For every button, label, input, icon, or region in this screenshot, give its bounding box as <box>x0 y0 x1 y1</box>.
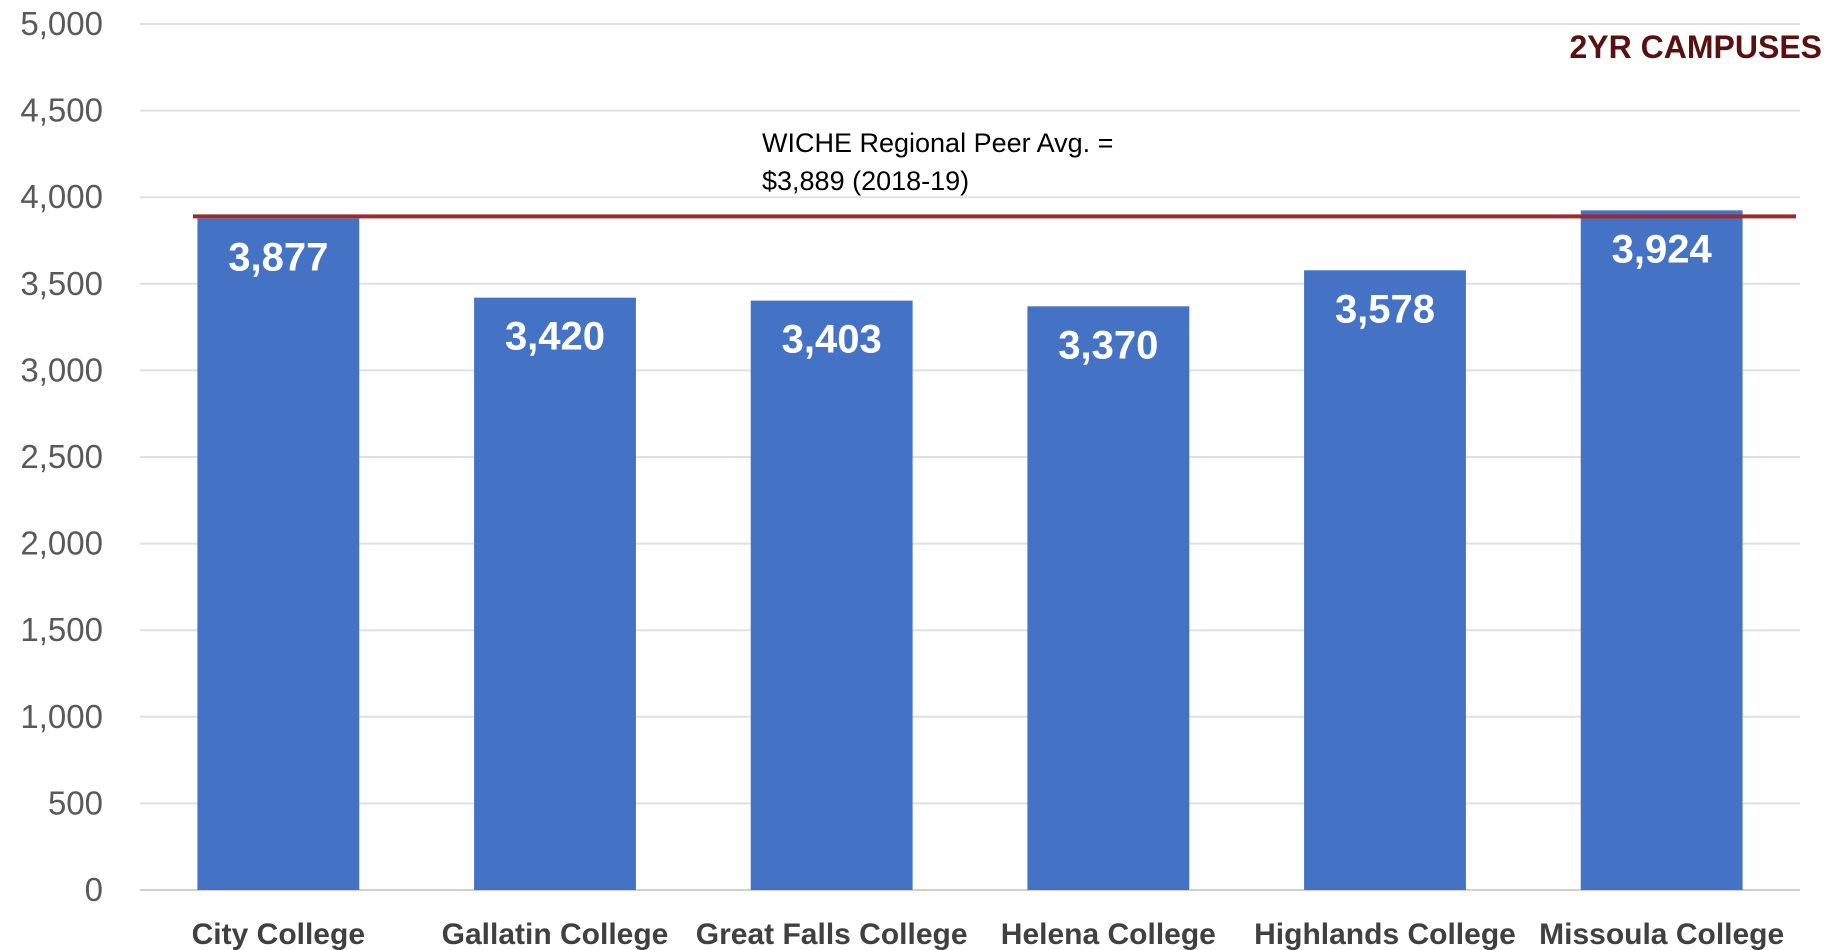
bar <box>474 297 636 890</box>
x-tick-label: City College <box>192 918 365 950</box>
y-tick-label: 2,500 <box>20 438 103 475</box>
bar-value-label: 3,877 <box>228 236 328 280</box>
y-tick-label: 4,500 <box>20 92 103 129</box>
x-tick-label: Helena College <box>1001 918 1216 950</box>
peer-average-label-line-1: WICHE Regional Peer Avg. = <box>762 128 1113 158</box>
reference-line-group: WICHE Regional Peer Avg. = $3,889 (2018-… <box>193 128 1796 219</box>
bar-value-label: 3,578 <box>1335 287 1435 331</box>
y-axis-ticks: 0 500 1,000 1,500 2,000 2,500 3,000 3,500 4,000 4… <box>20 5 103 908</box>
y-tick-label: 500 <box>48 784 103 821</box>
bar <box>197 218 360 890</box>
bar-value-label: 3,420 <box>505 315 605 359</box>
x-tick-label: Gallatin College <box>442 918 669 950</box>
peer-average-label-line-2: $3,889 (2018-19) <box>762 166 969 196</box>
y-tick-label: 3,000 <box>20 351 103 388</box>
y-tick-label: 1,000 <box>20 698 103 735</box>
bar <box>1304 270 1466 890</box>
data-labels: 3,877 3,420 3,403 3,370 3,578 3,924 <box>228 227 1712 367</box>
bar-value-label: 3,370 <box>1058 323 1158 367</box>
y-tick-label: 1,500 <box>20 611 103 648</box>
x-tick-label: Missoula College <box>1539 918 1784 950</box>
y-tick-label: 5,000 <box>20 5 103 42</box>
bar-value-label: 3,924 <box>1612 227 1713 271</box>
bar <box>1580 210 1743 890</box>
y-tick-label: 4,000 <box>20 178 103 215</box>
bar-value-label: 3,403 <box>782 318 882 362</box>
peer-average-label: WICHE Regional Peer Avg. = $3,889 (2018-… <box>762 128 1121 196</box>
x-tick-label: Highlands College <box>1254 918 1516 950</box>
bar <box>1027 306 1190 890</box>
x-axis-ticks: City College Gallatin College Great Falls … <box>192 918 1785 950</box>
bar <box>750 300 913 890</box>
y-tick-label: 0 <box>85 871 103 908</box>
y-tick-label: 3,500 <box>20 265 103 302</box>
campus-group-label: 2YR CAMPUSES <box>1570 29 1823 65</box>
gridlines <box>140 23 1800 891</box>
bars <box>197 210 1743 890</box>
y-tick-label: 2,000 <box>20 525 103 562</box>
x-tick-label: Great Falls College <box>696 918 968 950</box>
